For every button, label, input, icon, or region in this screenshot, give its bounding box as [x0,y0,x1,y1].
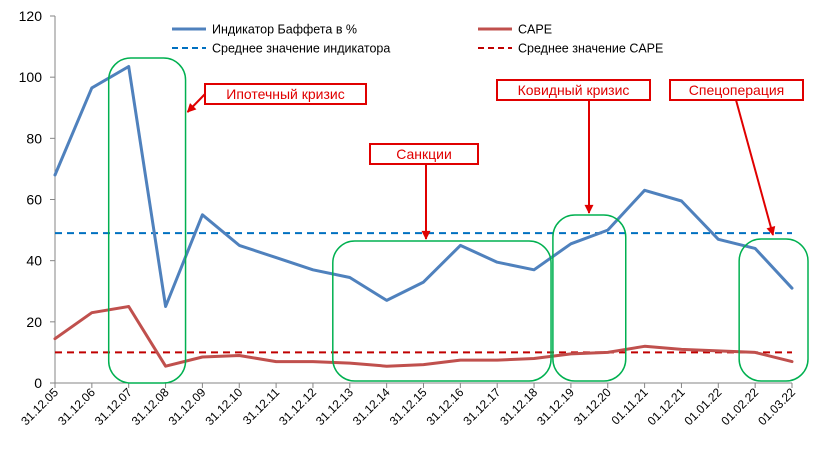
x-tick-label: 31.12.20 [571,385,614,428]
annotation-box [369,143,479,165]
y-tick-label: 40 [26,253,42,269]
legend-label: Среднее значение CAPE [518,42,663,56]
legend-label: Индикатор Баффета в % [212,23,357,37]
x-tick-label: 31.12.07 [92,385,135,428]
chart-legend: Индикатор Баффета в % CAPE Среднее значени… [172,23,663,56]
x-tick-label: 31.12.14 [350,385,393,428]
legend-label: Среднее значение индикатора [212,42,390,56]
x-tick-label: 31.12.18 [497,385,540,428]
y-tick-label: 100 [19,69,43,85]
x-tick-label: 31.12.08 [129,385,172,428]
x-tick-label: 31.12.19 [534,385,577,428]
y-tick-label: 120 [19,8,43,24]
legend-label: CAPE [518,23,552,37]
annotation-label: Спецоперация [689,82,784,98]
x-tick-label: 31.12.17 [460,385,503,428]
x-tick-label: 31.12.11 [240,385,283,428]
x-tick-label: 01.01.22 [681,385,724,428]
highlight-layer [107,57,809,384]
reference-lines [55,232,792,354]
x-tick-label: 31.12.15 [387,385,430,428]
x-tick-label: 31.12.16 [424,385,467,428]
x-tick-label: 01.11.21 [608,385,651,428]
x-tick-label: 31.12.10 [202,385,245,428]
x-tick-label: 31.12.12 [276,385,319,428]
highlight-box [552,214,627,382]
x-tick-label: 01.12.21 [645,385,688,428]
y-tick-label: 0 [34,375,42,391]
annotation-label: Санкции [396,146,452,162]
series-line [53,305,794,368]
x-tick-label: 01.02.22 [718,385,761,428]
annotation-label: Ипотечный кризис [226,86,344,102]
highlight-box [107,57,187,384]
x-tick-label: 31.12.09 [166,385,209,428]
annotation-layer: Ипотечный кризис Санкции Ковидный кризис Сп… [186,79,804,240]
x-tick-label: 31.12.13 [313,385,356,428]
x-tick-label: 01.03.22 [755,385,798,428]
highlight-box [738,238,809,382]
annotation-arrow [186,93,206,113]
annotation-arrow [735,99,776,236]
highlight-box [332,240,552,382]
x-tick-label: 31.12.06 [55,385,98,428]
y-tick-label: 80 [26,130,42,146]
x-tick-label: 31.12.05 [18,385,61,428]
y-tick-label: 60 [26,192,42,208]
series-line [53,65,794,308]
y-tick-label: 20 [26,314,42,330]
series-layer [53,65,794,368]
annotation-box [496,79,651,101]
annotation-label: Ковидный кризис [518,82,630,98]
